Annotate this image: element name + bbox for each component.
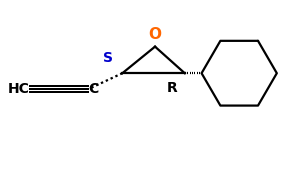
Text: R: R xyxy=(167,81,177,95)
Text: C: C xyxy=(89,82,99,96)
Text: S: S xyxy=(103,51,114,65)
Text: O: O xyxy=(149,27,161,42)
Text: HC: HC xyxy=(7,82,29,96)
